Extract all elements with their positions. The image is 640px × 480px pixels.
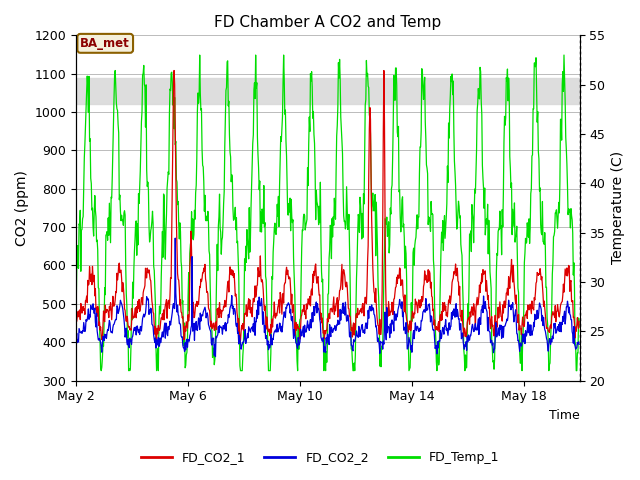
Y-axis label: Temperature (C): Temperature (C) <box>611 151 625 264</box>
Title: FD Chamber A CO2 and Temp: FD Chamber A CO2 and Temp <box>214 15 442 30</box>
Legend: FD_CO2_1, FD_CO2_2, FD_Temp_1: FD_CO2_1, FD_CO2_2, FD_Temp_1 <box>136 446 504 469</box>
Text: BA_met: BA_met <box>81 37 130 50</box>
Bar <box>76 78 580 104</box>
X-axis label: Time: Time <box>549 409 580 422</box>
Y-axis label: CO2 (ppm): CO2 (ppm) <box>15 170 29 246</box>
